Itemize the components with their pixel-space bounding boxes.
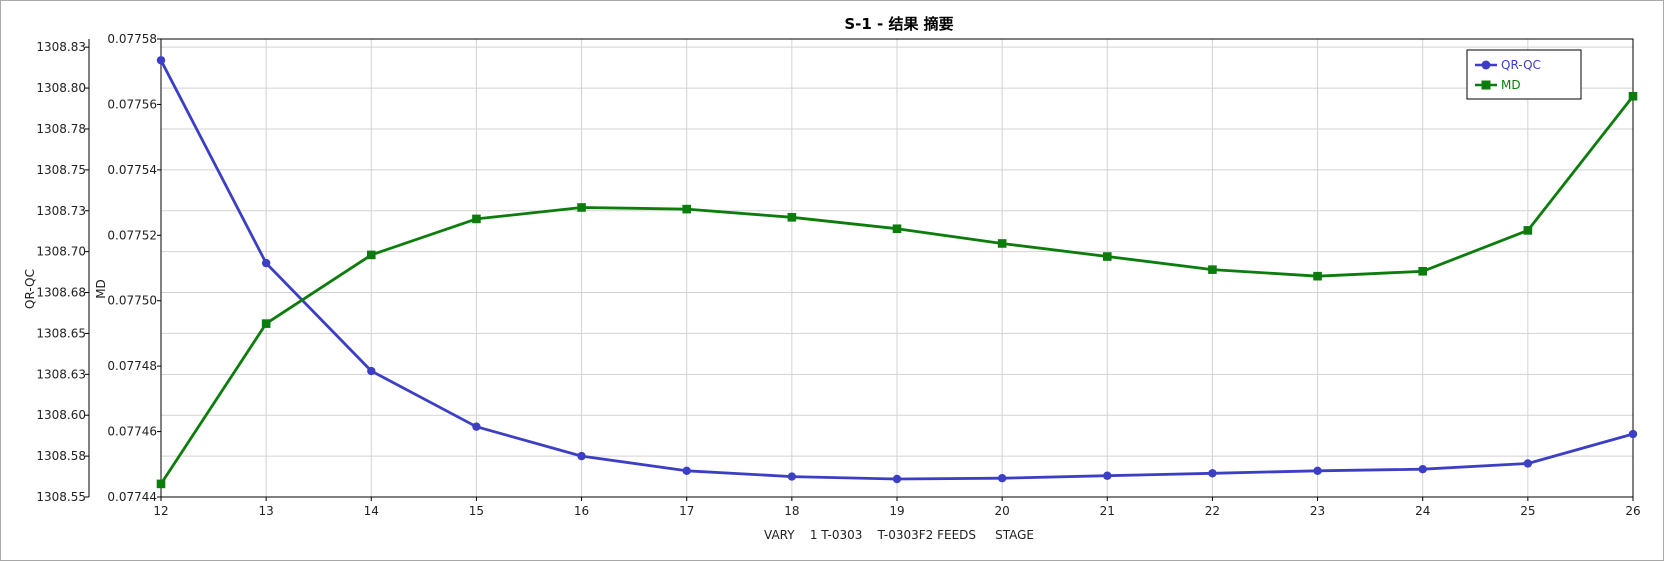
x-tick-label: 22 <box>1205 504 1220 518</box>
legend-box <box>1466 49 1582 100</box>
data-point-md <box>787 212 797 222</box>
data-point-qr-qc <box>1628 429 1638 439</box>
data-point-md <box>1418 266 1428 276</box>
data-point-md <box>1208 265 1217 274</box>
x-tick-label: 18 <box>784 504 799 518</box>
grid <box>160 39 1634 498</box>
data-point-qr-qc <box>892 474 902 484</box>
y-tick-label-md: 0.07756 <box>107 97 157 111</box>
y-axis-title-md: MD <box>94 279 108 299</box>
data-point-md <box>577 203 586 212</box>
y-tick-label-qr-qc: 1308.55 <box>36 490 86 504</box>
y-axis-title-qr-qc: QR-QC <box>23 269 37 309</box>
legend-label-qr-qc: QR-QC <box>1501 58 1541 72</box>
y-tick-label-qr-qc: 1308.73 <box>36 204 86 218</box>
y-tick-label-md: 0.07750 <box>107 294 157 308</box>
data-point-md <box>1628 91 1638 101</box>
y-tick-label-md: 0.07744 <box>107 490 157 504</box>
x-tick-label: 23 <box>1310 504 1325 518</box>
y-tick-label-qr-qc: 1308.60 <box>36 408 86 422</box>
data-point-qr-qc <box>1103 471 1112 480</box>
data-point-md <box>682 204 692 214</box>
x-tick-label: 26 <box>1625 504 1640 518</box>
data-point-qr-qc <box>367 366 376 376</box>
y-axis-qr-qc: 1308.55 1308.58 1308.60 1308.63 1308.65 1308.… <box>36 39 90 504</box>
x-tick-label: 19 <box>889 504 904 518</box>
data-point-qr-qc <box>577 451 586 461</box>
data-point-md <box>892 224 902 234</box>
data-point-md <box>997 239 1007 248</box>
x-tick-label: 24 <box>1415 504 1430 518</box>
x-tick-label: 21 <box>1100 504 1115 518</box>
x-tick-label: 16 <box>574 504 589 518</box>
data-point-md <box>1313 271 1322 281</box>
data-point-qr-qc <box>261 258 271 268</box>
data-point-qr-qc <box>682 466 691 476</box>
x-tick-label: 13 <box>259 504 274 518</box>
data-point-qr-qc <box>1418 464 1427 474</box>
data-point-md <box>366 250 376 260</box>
y-tick-label-qr-qc: 1308.63 <box>36 367 86 381</box>
series-qr-qc <box>156 56 1638 484</box>
data-point-md <box>1102 252 1112 261</box>
x-axis: 12 13 14 15 16 17 18 19 20 21 22 23 24 25 26 <box>153 497 1641 518</box>
data-point-md <box>261 319 271 328</box>
data-point-qr-qc <box>1313 466 1322 476</box>
legend-marker-md <box>1481 80 1491 90</box>
x-axis-title: VARY 1 T-0303 T-0303F2 FEEDS STAGE <box>764 528 1034 542</box>
y-tick-label-md: 0.07754 <box>107 163 157 177</box>
y-tick-label-qr-qc: 1308.83 <box>36 40 86 54</box>
legend-label-md: MD <box>1501 78 1521 92</box>
data-point-qr-qc <box>787 472 797 481</box>
data-point-md <box>1523 226 1533 235</box>
x-tick-label: 25 <box>1520 504 1535 518</box>
series-md <box>156 91 1638 489</box>
y-tick-label-md: 0.07752 <box>107 228 157 242</box>
y-tick-label-qr-qc: 1308.68 <box>36 286 86 300</box>
x-tick-label: 12 <box>153 504 168 518</box>
chart-title: S-1 - 结果 摘要 <box>844 15 953 33</box>
x-tick-label: 15 <box>469 504 484 518</box>
x-tick-label: 14 <box>364 504 379 518</box>
y-tick-label-qr-qc: 1308.58 <box>36 449 86 463</box>
legend: QR-QC MD <box>1466 49 1582 100</box>
y-tick-label-qr-qc: 1308.78 <box>36 122 86 136</box>
data-point-md <box>472 214 481 224</box>
data-point-md <box>156 479 166 489</box>
y-tick-label-qr-qc: 1308.70 <box>36 245 86 259</box>
y-tick-label-qr-qc: 1308.65 <box>36 326 86 340</box>
data-point-qr-qc <box>997 473 1007 483</box>
series-layer <box>156 56 1638 489</box>
data-point-qr-qc <box>472 422 481 431</box>
x-tick-label: 20 <box>995 504 1010 518</box>
y-tick-label-md: 0.07758 <box>107 32 157 46</box>
data-point-qr-qc <box>1523 459 1533 468</box>
y-tick-label-qr-qc: 1308.75 <box>36 163 86 177</box>
y-tick-label-qr-qc: 1308.80 <box>36 81 86 95</box>
data-point-qr-qc <box>156 56 166 65</box>
y-axis-md: 0.07744 0.07746 0.07748 0.07750 0.07752 0.077… <box>107 32 161 504</box>
legend-marker-qr-qc <box>1481 60 1491 70</box>
data-point-qr-qc <box>1208 469 1217 478</box>
y-tick-label-md: 0.07746 <box>107 425 157 439</box>
y-tick-label-md: 0.07748 <box>107 359 157 373</box>
x-tick-label: 17 <box>679 504 694 518</box>
